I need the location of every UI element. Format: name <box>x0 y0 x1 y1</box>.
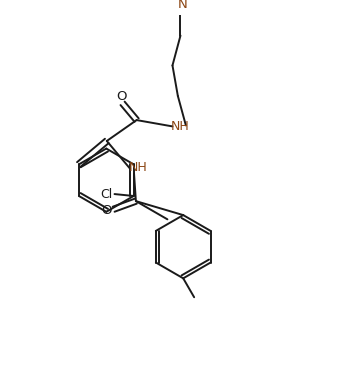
Text: NH: NH <box>171 120 189 133</box>
Text: O: O <box>117 90 127 103</box>
Text: N: N <box>178 0 187 11</box>
Text: NH: NH <box>129 161 147 174</box>
Text: Cl: Cl <box>100 188 112 201</box>
Text: O: O <box>102 204 112 217</box>
